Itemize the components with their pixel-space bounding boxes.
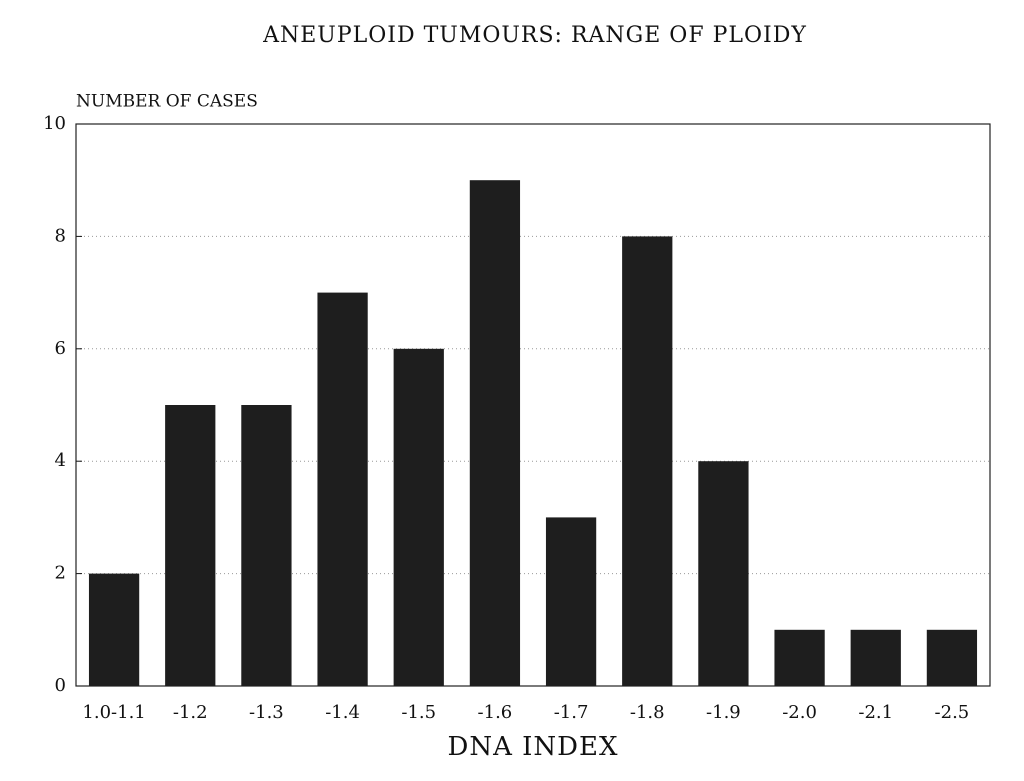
bar	[698, 461, 749, 686]
x-tick-label: -2.5	[935, 702, 970, 723]
bar	[622, 236, 673, 686]
bar	[545, 517, 597, 686]
chart-title: ANEUPLOID TUMOURS: RANGE OF PLOIDY	[262, 23, 807, 48]
bar	[241, 405, 292, 686]
y-axis-label: NUMBER OF CASES	[76, 92, 258, 112]
bar	[393, 348, 444, 686]
bar	[88, 573, 140, 686]
bar	[926, 629, 978, 686]
bar	[850, 629, 901, 686]
y-tick-label: 2	[55, 563, 66, 584]
x-tick-label: -1.3	[249, 702, 284, 723]
x-axis-label: DNA INDEX	[448, 732, 619, 762]
y-tick-label: 0	[55, 675, 66, 696]
x-tick-label: -2.0	[782, 702, 817, 723]
x-tick-label: -1.2	[173, 702, 208, 723]
bar	[317, 292, 368, 686]
x-tick-label: -1.4	[325, 702, 360, 723]
x-tick-label: -1.9	[706, 702, 741, 723]
x-tick-label: -1.7	[554, 702, 589, 723]
bar	[774, 629, 825, 686]
y-tick-label: 8	[55, 225, 66, 246]
x-tick-label: -1.5	[401, 702, 436, 723]
x-tick-label: 1.0-1.1	[82, 702, 145, 723]
bar	[469, 180, 521, 686]
plot-frame	[75, 123, 991, 687]
y-tick-label: 10	[43, 113, 66, 134]
x-tick-label: -1.8	[630, 702, 665, 723]
x-tick-label: -2.1	[858, 702, 893, 723]
y-tick-label: 6	[55, 338, 66, 359]
x-tick-label: -1.6	[478, 702, 513, 723]
y-tick-label: 4	[55, 450, 66, 471]
bar	[165, 405, 216, 686]
